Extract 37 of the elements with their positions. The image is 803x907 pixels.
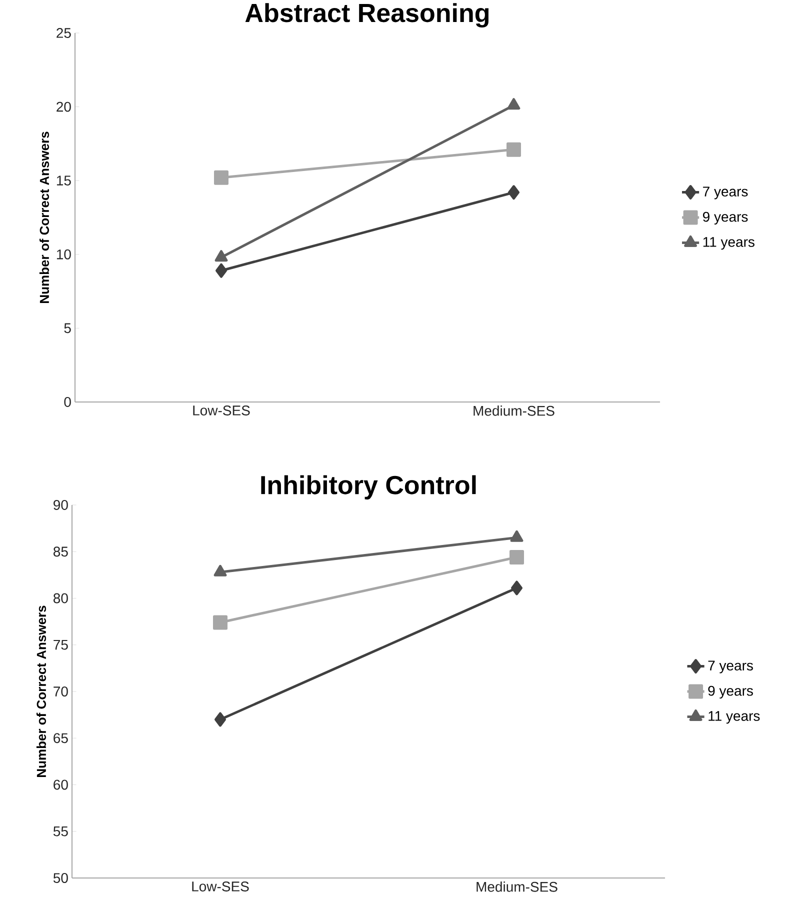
legend-label: 9 years [702, 212, 748, 225]
y-tick-label: 15 [56, 176, 71, 186]
point [506, 142, 522, 157]
y-tick-label: 0 [64, 397, 71, 407]
point [213, 615, 228, 630]
y-tick-label: 25 [56, 28, 71, 38]
x-tick-label: Medium-SES [474, 406, 554, 416]
legend-label: 11 years [708, 711, 760, 724]
x-tick-label: Low-SES [192, 882, 249, 892]
chart-title: Inhibitory Control [261, 475, 476, 500]
point [216, 263, 227, 278]
y-tick-label: 60 [54, 780, 68, 790]
point [510, 550, 524, 564]
point [508, 185, 520, 200]
y-tick-label: 5 [64, 323, 71, 334]
y-tick-label: 65 [54, 733, 68, 744]
y-tick-label: 10 [56, 249, 71, 260]
point [214, 712, 226, 727]
y-tick-label: 90 [54, 500, 68, 510]
y-tick-label: 80 [54, 593, 68, 604]
y-tick-label: 70 [54, 686, 68, 696]
legend-label: 7 years [708, 660, 753, 674]
legend-label: 7 years [703, 186, 748, 200]
y-tick-label: 85 [54, 546, 68, 557]
y-tick-label: 75 [54, 640, 68, 650]
legend-label: 9 years [708, 686, 753, 699]
y-axis-title: Number of Correct Answers [39, 132, 50, 303]
y-axis-title: Number of Correct Answers [36, 606, 46, 777]
legend-label: 11 years [703, 237, 754, 250]
point [511, 580, 523, 596]
y-tick-label: 55 [53, 826, 68, 836]
y-tick-label: 20 [56, 102, 71, 112]
x-tick-label: Medium-SES [476, 882, 558, 892]
chart-title: Abstract Reasoning [245, 3, 489, 28]
x-tick-label: Low-SES [193, 406, 250, 416]
y-tick-label: 50 [53, 873, 68, 883]
point [214, 170, 228, 185]
